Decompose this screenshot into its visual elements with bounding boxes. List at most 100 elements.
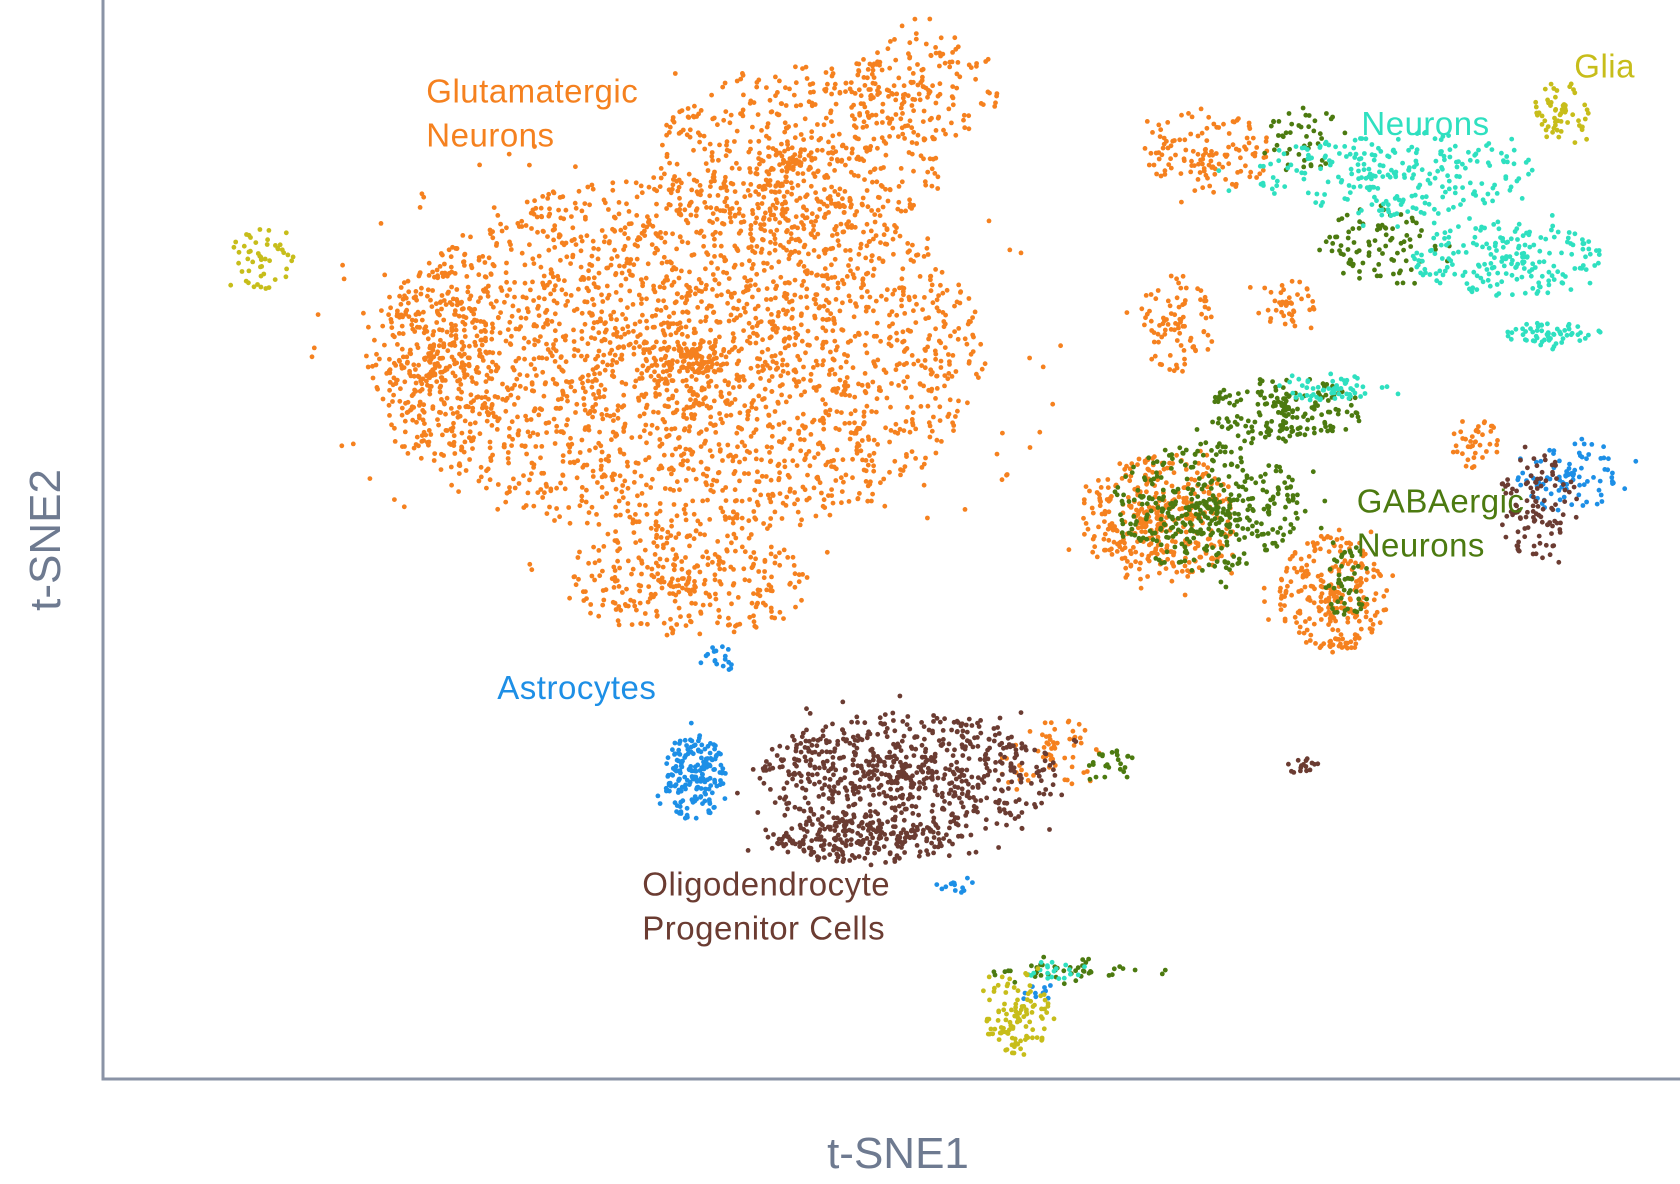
series-glutamatergic [309, 16, 1500, 792]
point-glutamatergic [1182, 137, 1188, 143]
point-glutamatergic [824, 317, 830, 323]
point-glutamatergic [698, 192, 703, 198]
point-glutamatergic [1230, 142, 1236, 148]
point-glutamatergic [654, 425, 660, 431]
point-glutamatergic [795, 415, 800, 421]
point-glutamatergic [651, 540, 657, 545]
point-glutamatergic [1054, 740, 1060, 746]
point-glutamatergic [666, 202, 672, 207]
point-glutamatergic [1372, 613, 1378, 618]
point-glutamatergic [769, 354, 775, 359]
point-glutamatergic [814, 292, 820, 297]
point-glutamatergic [694, 351, 700, 357]
point-glutamatergic [1183, 529, 1189, 535]
point-glutamatergic [755, 502, 761, 508]
point-glutamatergic [714, 384, 719, 389]
point-glutamatergic [661, 452, 667, 458]
point-glutamatergic [654, 213, 659, 219]
point-glutamatergic [636, 582, 642, 588]
point-glutamatergic [882, 503, 888, 509]
point-glutamatergic [856, 87, 862, 93]
point-glutamatergic [804, 294, 809, 300]
point-glutamatergic [1330, 590, 1336, 596]
point-glutamatergic [909, 417, 915, 422]
point-glutamatergic [589, 573, 595, 579]
point-glutamatergic [564, 254, 570, 260]
point-glutamatergic [711, 115, 717, 121]
point-glutamatergic [440, 378, 445, 383]
point-glutamatergic [751, 550, 757, 555]
point-glutamatergic [883, 152, 889, 158]
point-glutamatergic [763, 474, 769, 479]
point-glutamatergic [737, 478, 742, 484]
point-glutamatergic [767, 178, 773, 183]
point-glutamatergic [756, 479, 762, 485]
point-glutamatergic [775, 463, 781, 469]
point-glutamatergic [680, 458, 686, 464]
point-glutamatergic [686, 361, 692, 367]
point-glutamatergic [911, 361, 917, 367]
point-glutamatergic [1154, 171, 1159, 177]
point-glutamatergic [802, 147, 807, 153]
point-glutamatergic [595, 256, 601, 262]
point-glutamatergic [654, 511, 659, 517]
point-glutamatergic [430, 288, 435, 293]
point-glutamatergic [693, 377, 699, 382]
point-glutamatergic [494, 427, 500, 432]
point-glutamatergic [898, 166, 904, 171]
point-glutamatergic [543, 420, 549, 426]
point-glutamatergic [856, 69, 862, 74]
point-glutamatergic [544, 511, 550, 516]
point-glutamatergic [925, 94, 930, 100]
point-glutamatergic [457, 413, 463, 419]
point-glutamatergic [507, 319, 513, 325]
point-glutamatergic [848, 257, 853, 262]
point-glutamatergic [723, 354, 729, 360]
point-glutamatergic [838, 475, 844, 481]
point-glutamatergic [758, 376, 763, 381]
point-glutamatergic [601, 597, 607, 603]
point-glutamatergic [625, 324, 631, 329]
point-glutamatergic [625, 305, 630, 310]
point-glutamatergic [426, 442, 431, 448]
point-glutamatergic [592, 560, 598, 566]
point-glutamatergic [928, 367, 934, 373]
point-glutamatergic [731, 385, 736, 390]
point-glutamatergic [760, 237, 766, 243]
point-glutamatergic [670, 395, 675, 401]
point-glutamatergic [686, 171, 692, 177]
data-points [228, 16, 1639, 1057]
point-glutamatergic [452, 308, 458, 314]
point-glutamatergic [898, 467, 903, 472]
point-glutamatergic [782, 325, 788, 331]
point-glutamatergic [487, 227, 493, 233]
point-glutamatergic [468, 307, 474, 312]
point-glutamatergic [399, 323, 405, 329]
point-glutamatergic [503, 338, 509, 344]
point-glutamatergic [504, 293, 510, 298]
point-glutamatergic [638, 473, 644, 479]
point-glutamatergic [419, 317, 425, 323]
point-glutamatergic [634, 256, 640, 262]
point-glutamatergic [764, 587, 770, 593]
point-glutamatergic [693, 528, 699, 534]
point-glutamatergic [774, 200, 780, 206]
point-glutamatergic [717, 334, 722, 340]
point-glutamatergic [1296, 630, 1302, 635]
point-glutamatergic [522, 356, 527, 362]
point-glutamatergic [677, 234, 683, 240]
point-gabaergic [1154, 538, 1160, 544]
point-glutamatergic [689, 587, 695, 593]
point-glutamatergic [1460, 436, 1466, 441]
point-glutamatergic [591, 544, 596, 550]
point-glutamatergic [749, 404, 755, 410]
point-glutamatergic [1146, 162, 1152, 168]
point-glutamatergic [451, 420, 456, 426]
point-glutamatergic [529, 471, 534, 476]
point-glutamatergic [773, 216, 778, 222]
point-glutamatergic [831, 317, 836, 323]
point-glutamatergic [1323, 612, 1328, 618]
point-glutamatergic [525, 490, 531, 496]
point-glutamatergic [401, 365, 407, 370]
point-glutamatergic [727, 515, 732, 521]
